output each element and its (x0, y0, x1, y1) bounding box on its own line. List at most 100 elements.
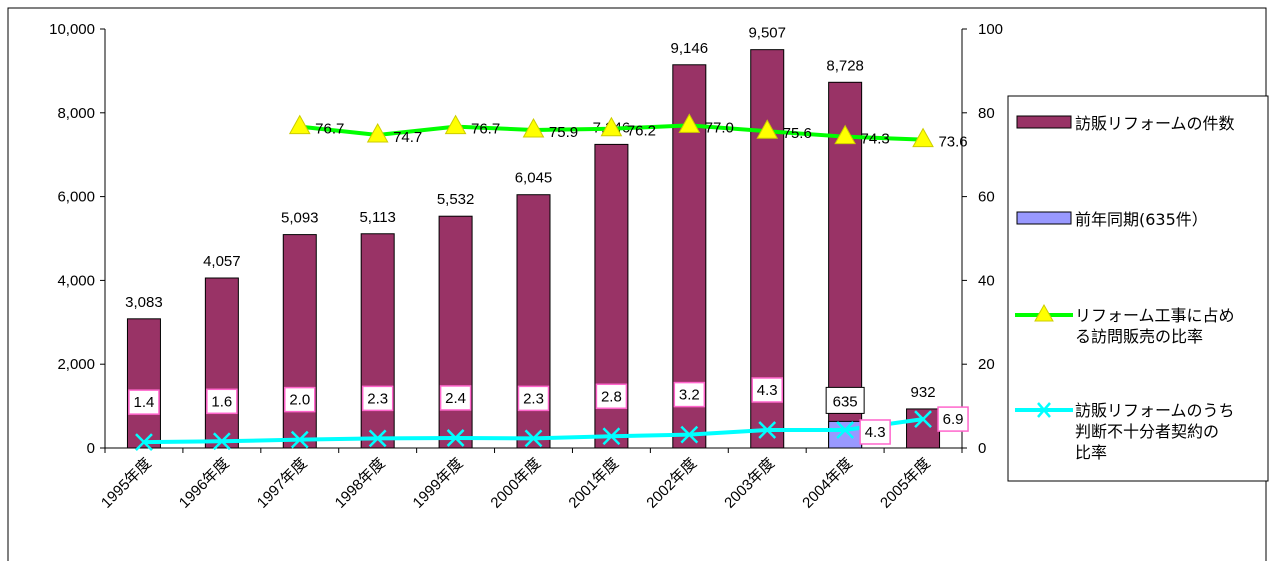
contract-value-label: 1.6 (211, 393, 232, 410)
y-left-tick-label: 10,000 (49, 21, 95, 38)
contract-value-label: 2.8 (601, 388, 622, 405)
prev-year-label-box (825, 386, 865, 414)
ratio-value-label: 75.6 (783, 125, 812, 142)
contract-marker (758, 421, 777, 439)
contract-marker (212, 432, 231, 451)
x-tick-label: 1997年度 (254, 455, 311, 512)
contract-label-box (361, 385, 394, 412)
x-tick-label: 2004年度 (799, 455, 856, 512)
contract-value-label: 2.4 (445, 390, 466, 407)
x-tick-label: 1998年度 (332, 455, 389, 512)
ratio-marker (912, 127, 934, 148)
ratio-value-label: 76.7 (315, 121, 344, 138)
prev-year-value-label: 635 (833, 393, 858, 410)
contract-value-label: 3.2 (679, 387, 700, 404)
y-left-tick-label: 6,000 (57, 189, 95, 206)
contract-marker (290, 430, 309, 449)
ratio-value-label: 76.2 (627, 123, 656, 140)
bar-value-label: 4,057 (203, 253, 241, 270)
ratio-marker (366, 122, 389, 143)
y-right-tick-label: 80 (978, 105, 995, 122)
x-tick-label: 1999年度 (410, 455, 467, 512)
bar-value-label: 3,083 (125, 294, 163, 311)
bar (360, 233, 395, 449)
contract-marker (914, 410, 932, 428)
contract-label-box (859, 419, 891, 445)
legend-label: 訪販リフォームのうち (1075, 401, 1235, 420)
ratio-marker (522, 117, 545, 138)
legend-label: リフォーム工事に占め (1075, 306, 1235, 325)
ratio-marker (444, 114, 467, 135)
legend-label: 前年同期(635件） (1075, 210, 1208, 229)
ratio-marker (600, 116, 623, 137)
contract-marker (446, 429, 465, 447)
bar-value-label: 5,532 (437, 191, 475, 208)
legend-label: 比率 (1075, 443, 1107, 462)
bar (906, 408, 941, 449)
contract-value-label: 2.0 (289, 392, 310, 409)
contract-marker (602, 427, 621, 446)
bar-value-label: 5,093 (281, 210, 319, 227)
bar-value-label: 9,146 (671, 40, 709, 57)
x-tick-label: 2001年度 (565, 455, 622, 512)
contract-value-label: 1.4 (134, 394, 155, 411)
contract-marker (680, 425, 699, 444)
contract-label-box (673, 381, 706, 408)
bar (438, 215, 473, 449)
legend-swatch-bar (1016, 115, 1072, 129)
bar-value-label: 932 (911, 384, 936, 401)
x-tick-label: 2003年度 (721, 455, 778, 512)
ratio-value-label: 74.7 (393, 129, 422, 146)
legend-box (1007, 95, 1269, 482)
bar-value-label: 6,045 (515, 170, 553, 187)
ratio-value-label: 74.3 (861, 131, 890, 148)
y-left-tick-label: 2,000 (57, 356, 95, 373)
contract-label-box (937, 406, 969, 432)
ratio-value-label: 75.9 (549, 124, 578, 141)
contract-label-box (751, 377, 783, 403)
y-left-tick-label: 4,000 (57, 272, 95, 289)
x-tick-label: 1996年度 (176, 455, 233, 512)
contract-marker (368, 429, 387, 448)
legend-swatch-contract-marker (1037, 402, 1051, 418)
contract-label-box (128, 389, 160, 415)
contract-marker (135, 433, 153, 452)
contract-label-box (284, 386, 316, 413)
contract-label-box (595, 383, 628, 410)
contract-value-label: 6.9 (943, 411, 964, 428)
legend-swatch-ratio-marker (1034, 303, 1054, 322)
y-right-tick-label: 60 (978, 189, 995, 206)
contract-label-box (439, 385, 472, 411)
ratio-marker (834, 124, 856, 145)
y-right-tick-label: 40 (978, 272, 995, 289)
contract-value-label: 2.3 (367, 390, 388, 407)
bar-value-label: 5,113 (359, 209, 395, 226)
legend-label: 訪販リフォームの件数 (1075, 114, 1235, 133)
bar (204, 277, 239, 449)
x-tick-label: 2002年度 (643, 455, 700, 512)
contract-label-box (206, 388, 238, 415)
legend-label: る訪問販売の比率 (1075, 327, 1203, 346)
y-left-tick-label: 8,000 (57, 105, 95, 122)
y-right-tick-label: 20 (978, 356, 995, 373)
legend-swatch-prev-year (1016, 211, 1072, 225)
ratio-value-label: 77.0 (705, 119, 734, 136)
ratio-marker (288, 114, 311, 135)
bar (282, 234, 317, 449)
y-right-tick-label: 100 (978, 21, 1003, 38)
x-tick-label: 1995年度 (98, 455, 155, 512)
bar-value-label: 9,507 (748, 25, 786, 42)
ratio-marker (756, 119, 779, 139)
bar (126, 318, 161, 449)
prev-year-bar (828, 420, 863, 449)
ratio-marker (678, 113, 701, 133)
legend-label: 判断不十分者契約の (1075, 422, 1219, 441)
ratio-value-label: 76.7 (471, 121, 500, 138)
y-left-tick-label: 0 (87, 440, 95, 457)
x-tick-label: 2000年度 (487, 455, 544, 512)
contract-marker (836, 421, 855, 439)
contract-value-label: 4.3 (865, 424, 886, 441)
contract-value-label: 2.3 (523, 390, 544, 407)
